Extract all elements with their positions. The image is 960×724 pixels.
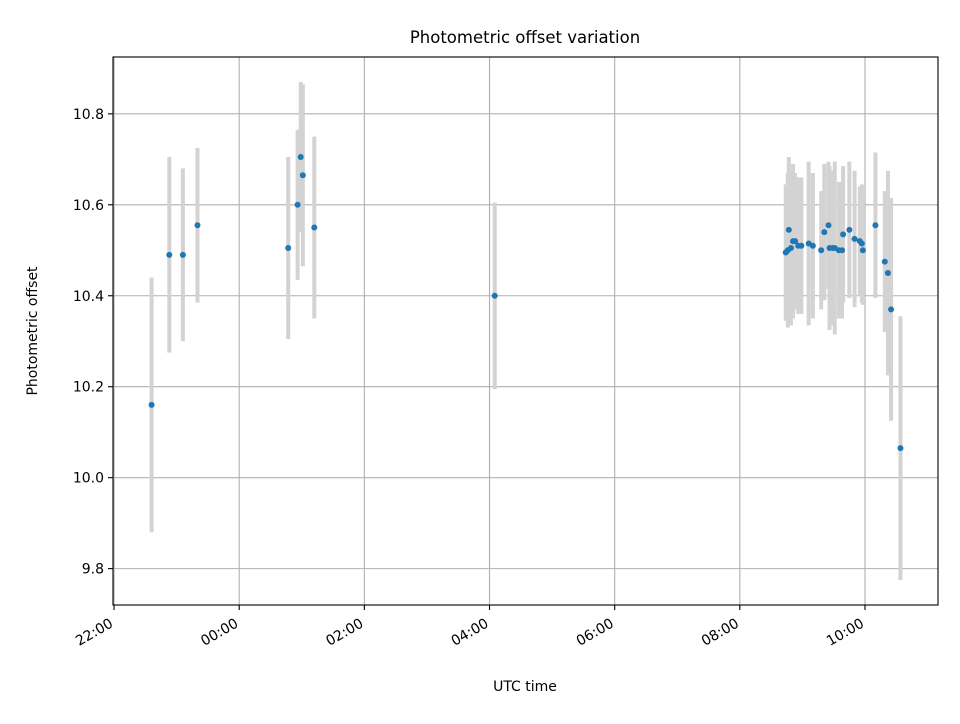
data-point (798, 242, 805, 249)
data-point (179, 251, 186, 258)
data-point (166, 251, 173, 258)
data-point (194, 222, 201, 229)
data-point (846, 226, 853, 233)
data-point (792, 238, 799, 245)
data-point (297, 154, 304, 161)
plot-frame (112, 56, 939, 606)
data-point (897, 445, 904, 452)
data-point (294, 201, 301, 208)
data-point (858, 240, 865, 247)
data-point (881, 258, 888, 265)
data-point (825, 222, 832, 229)
data-point (818, 247, 825, 254)
data-points (148, 154, 904, 452)
data-point (859, 247, 866, 254)
y-axis-label: Photometric offset (25, 266, 41, 396)
data-point (787, 245, 794, 252)
data-point (884, 270, 891, 277)
data-point (491, 292, 498, 299)
chart-title: Photometric offset variation (410, 28, 640, 47)
data-point (785, 226, 792, 233)
data-point (311, 224, 318, 231)
y-tick-label: 9.8 (82, 562, 104, 578)
x-axis-label: UTC time (493, 679, 557, 695)
y-tick-label: 10.8 (73, 107, 104, 123)
y-tick-label: 10.6 (73, 198, 104, 214)
data-point (888, 306, 895, 313)
data-point (840, 231, 847, 238)
y-tick-label: 10.4 (73, 289, 104, 305)
data-point (809, 242, 816, 249)
y-axis-ticks: 9.8 10.0 10.2 10.4 10.6 10.8 (73, 107, 113, 578)
data-point (285, 245, 292, 252)
y-tick-label: 10.2 (73, 380, 104, 396)
data-point (299, 172, 306, 179)
y-tick-label: 10.0 (73, 471, 104, 487)
data-point (851, 235, 858, 242)
data-point (821, 229, 828, 236)
grid (113, 57, 938, 605)
data-point (839, 247, 846, 254)
data-point (872, 222, 879, 229)
data-point (148, 401, 155, 408)
